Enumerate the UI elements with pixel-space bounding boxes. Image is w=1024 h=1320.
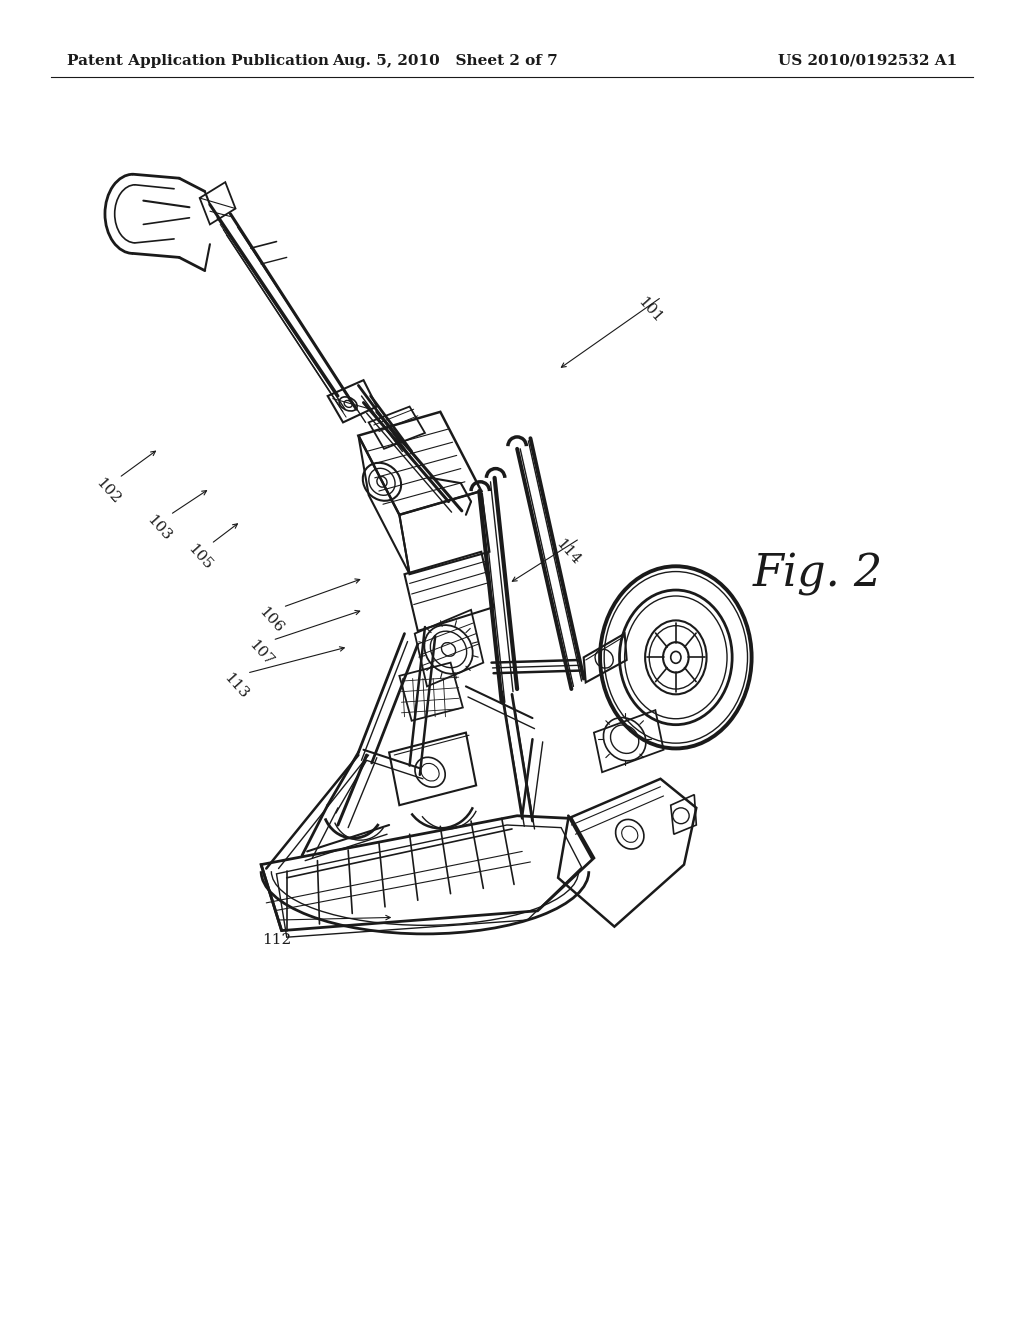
Text: 107: 107: [246, 638, 276, 669]
Text: 112: 112: [262, 933, 291, 946]
Ellipse shape: [620, 590, 732, 725]
Text: Fig. 2: Fig. 2: [753, 553, 883, 595]
Text: 106: 106: [256, 605, 287, 636]
Text: 105: 105: [184, 541, 215, 573]
Ellipse shape: [664, 643, 688, 672]
Text: Patent Application Publication: Patent Application Publication: [67, 54, 329, 67]
Text: 113: 113: [220, 671, 251, 702]
Text: 114: 114: [553, 536, 584, 568]
Ellipse shape: [645, 620, 707, 694]
Text: 102: 102: [92, 475, 123, 507]
Text: Aug. 5, 2010   Sheet 2 of 7: Aug. 5, 2010 Sheet 2 of 7: [333, 54, 558, 67]
Text: 103: 103: [143, 512, 174, 544]
Ellipse shape: [600, 566, 752, 748]
Text: US 2010/0192532 A1: US 2010/0192532 A1: [778, 54, 957, 67]
Text: 101: 101: [635, 294, 666, 326]
